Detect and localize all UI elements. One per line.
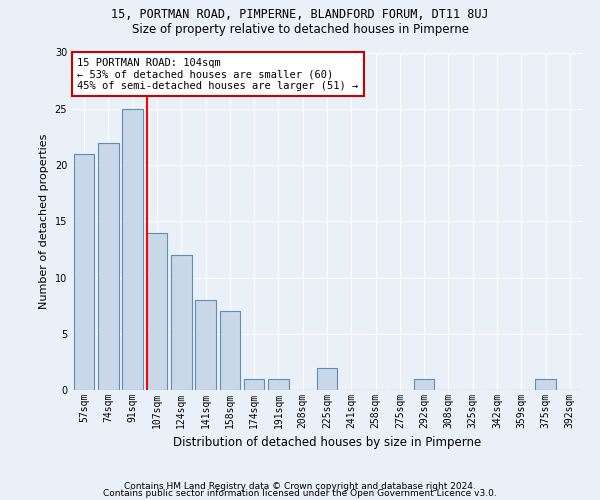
Bar: [535, 379, 556, 390]
Bar: [195, 300, 216, 390]
Text: 15 PORTMAN ROAD: 104sqm
← 53% of detached houses are smaller (60)
45% of semi-de: 15 PORTMAN ROAD: 104sqm ← 53% of detache…: [77, 58, 358, 91]
Text: 15, PORTMAN ROAD, PIMPERNE, BLANDFORD FORUM, DT11 8UJ: 15, PORTMAN ROAD, PIMPERNE, BLANDFORD FO…: [111, 8, 489, 20]
Bar: [414, 379, 434, 390]
Bar: [171, 255, 191, 390]
Text: Contains public sector information licensed under the Open Government Licence v3: Contains public sector information licen…: [103, 490, 497, 498]
Bar: [268, 379, 289, 390]
Bar: [122, 109, 143, 390]
Bar: [220, 311, 240, 390]
Bar: [146, 232, 167, 390]
Text: Size of property relative to detached houses in Pimperne: Size of property relative to detached ho…: [131, 22, 469, 36]
Bar: [244, 379, 265, 390]
Text: Contains HM Land Registry data © Crown copyright and database right 2024.: Contains HM Land Registry data © Crown c…: [124, 482, 476, 491]
Bar: [317, 368, 337, 390]
Bar: [74, 154, 94, 390]
X-axis label: Distribution of detached houses by size in Pimperne: Distribution of detached houses by size …: [173, 436, 481, 450]
Y-axis label: Number of detached properties: Number of detached properties: [39, 134, 49, 309]
Bar: [98, 142, 119, 390]
